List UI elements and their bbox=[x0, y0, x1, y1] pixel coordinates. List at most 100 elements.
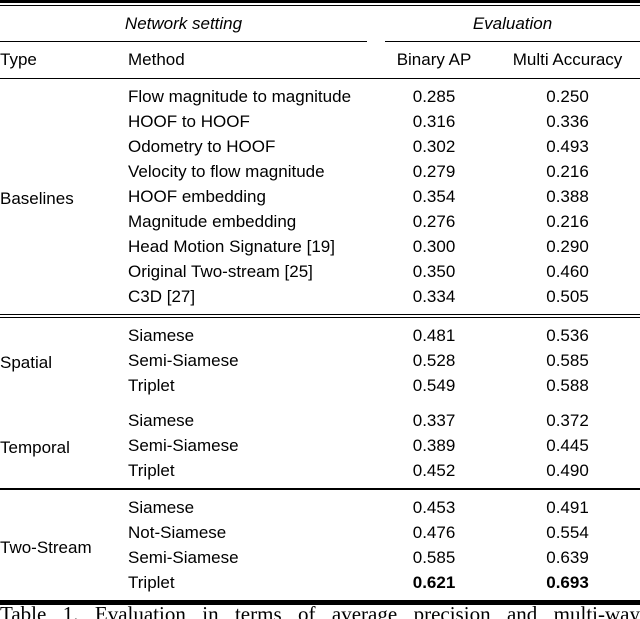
method-cell: Not-Siamese bbox=[128, 522, 227, 542]
column-header-method: Method bbox=[128, 42, 374, 79]
binary-ap-cell: 0.453 bbox=[412, 497, 456, 517]
method-cell: HOOF to HOOF bbox=[128, 111, 250, 131]
method-cell: Triplet bbox=[128, 460, 175, 480]
binary-ap-cell: 0.354 bbox=[412, 186, 456, 206]
multi-accuracy-cell: 0.491 bbox=[546, 497, 589, 517]
column-header-binary-ap: Binary AP bbox=[373, 42, 496, 79]
column-header-multi-accuracy: Multi Accuracy bbox=[495, 42, 640, 79]
type-cell: Spatial bbox=[0, 353, 52, 372]
table-row: Spatial Siamese 0.481 0.536 bbox=[0, 318, 640, 373]
binary-ap-cell: 0.549 bbox=[412, 375, 456, 395]
multi-accuracy-cell: 0.460 bbox=[546, 261, 589, 281]
method-cell: Magnitude embedding bbox=[128, 211, 297, 231]
table-row: Velocity to flow magnitude 0.279 0.216 bbox=[0, 159, 640, 184]
multi-accuracy-cell: 0.493 bbox=[546, 136, 589, 156]
method-cell: C3D [27] bbox=[128, 286, 196, 306]
type-cell: Baselines bbox=[0, 189, 74, 208]
group-header-row: Network setting Evaluation bbox=[0, 6, 640, 42]
binary-ap-cell: 0.585 bbox=[412, 547, 456, 567]
table-row: Original Two-stream [25] 0.350 0.460 bbox=[0, 259, 640, 284]
multi-accuracy-cell: 0.388 bbox=[546, 186, 589, 206]
group-two-stream: Two-Stream Siamese 0.453 0.491 Not-Siamese 0.… bbox=[0, 490, 640, 600]
section-separator-rule bbox=[0, 314, 640, 318]
binary-ap-cell: 0.285 bbox=[412, 86, 456, 106]
type-cell: Temporal bbox=[0, 438, 70, 457]
table-row: Triplet 0.621 0.693 bbox=[0, 570, 640, 600]
group-baselines: Baselines Flow magnitude to magnitude 0.28… bbox=[0, 79, 640, 315]
table-row: Semi-Siamese 0.389 0.445 bbox=[0, 433, 640, 458]
method-cell: Odometry to HOOF bbox=[128, 136, 276, 156]
table-row: Triplet 0.549 0.588 bbox=[0, 373, 640, 403]
table-top-rule bbox=[0, 0, 640, 6]
binary-ap-cell: 0.300 bbox=[412, 236, 456, 256]
binary-ap-cell: 0.302 bbox=[412, 136, 456, 156]
multi-accuracy-cell: 0.445 bbox=[546, 435, 589, 455]
binary-ap-cell: 0.337 bbox=[412, 410, 456, 430]
group-header-evaluation-label: Evaluation bbox=[385, 14, 640, 42]
table-row: C3D [27] 0.334 0.505 bbox=[0, 284, 640, 315]
method-cell: Triplet bbox=[128, 572, 175, 592]
multi-accuracy-cell: 0.336 bbox=[546, 111, 589, 131]
multi-accuracy-cell: 0.490 bbox=[546, 460, 589, 480]
binary-ap-cell: 0.389 bbox=[412, 435, 456, 455]
multi-accuracy-cell: 0.290 bbox=[546, 236, 589, 256]
table-row: Magnitude embedding 0.276 0.216 bbox=[0, 209, 640, 234]
method-cell: Semi-Siamese bbox=[128, 547, 239, 567]
method-cell: Triplet bbox=[128, 375, 175, 395]
multi-accuracy-cell: 0.372 bbox=[546, 410, 589, 430]
table-caption: Table 1. Evaluation in terms of average … bbox=[0, 602, 640, 619]
binary-ap-cell: 0.279 bbox=[412, 161, 456, 181]
multi-accuracy-cell: 0.250 bbox=[546, 86, 589, 106]
method-cell: Siamese bbox=[128, 410, 195, 430]
method-cell: Flow magnitude to magnitude bbox=[128, 86, 352, 106]
group-spatial: Spatial Siamese 0.481 0.536 Semi-Siamese 0.52… bbox=[0, 318, 640, 404]
table-row: Not-Siamese 0.476 0.554 bbox=[0, 520, 640, 545]
table-row: HOOF embedding 0.354 0.388 bbox=[0, 184, 640, 209]
table-header: Network setting Evaluation Type Method B… bbox=[0, 6, 640, 79]
binary-ap-cell: 0.476 bbox=[412, 522, 456, 542]
method-cell: Semi-Siamese bbox=[128, 350, 239, 370]
table-row: Odometry to HOOF 0.302 0.493 bbox=[0, 134, 640, 159]
binary-ap-cell: 0.621 bbox=[412, 572, 456, 592]
binary-ap-cell: 0.334 bbox=[412, 286, 456, 306]
method-cell: Siamese bbox=[128, 325, 195, 345]
table-row: Baselines Flow magnitude to magnitude 0.28… bbox=[0, 79, 640, 209]
group-temporal: Temporal Siamese 0.337 0.372 Semi-Siamese 0.3… bbox=[0, 403, 640, 489]
multi-accuracy-cell: 0.693 bbox=[546, 572, 589, 592]
table-row: Temporal Siamese 0.337 0.372 bbox=[0, 403, 640, 458]
binary-ap-cell: 0.350 bbox=[412, 261, 456, 281]
binary-ap-cell: 0.316 bbox=[412, 111, 456, 131]
column-header-type: Type bbox=[0, 42, 128, 79]
binary-ap-cell: 0.528 bbox=[412, 350, 456, 370]
method-cell: Velocity to flow magnitude bbox=[128, 161, 325, 181]
multi-accuracy-cell: 0.216 bbox=[546, 161, 589, 181]
multi-accuracy-cell: 0.554 bbox=[546, 522, 589, 542]
binary-ap-cell: 0.276 bbox=[412, 211, 456, 231]
multi-accuracy-cell: 0.536 bbox=[546, 325, 589, 345]
table-row: Semi-Siamese 0.585 0.639 bbox=[0, 545, 640, 570]
group-header-evaluation: Evaluation bbox=[373, 6, 640, 42]
table-row: Triplet 0.452 0.490 bbox=[0, 458, 640, 489]
table-row: Semi-Siamese 0.528 0.585 bbox=[0, 348, 640, 373]
type-cell: Two-Stream bbox=[0, 537, 92, 557]
multi-accuracy-cell: 0.505 bbox=[546, 286, 589, 306]
multi-accuracy-cell: 0.216 bbox=[546, 211, 589, 231]
table-row: Two-Stream Siamese 0.453 0.491 bbox=[0, 490, 640, 557]
method-cell: HOOF embedding bbox=[128, 186, 266, 206]
method-cell: Semi-Siamese bbox=[128, 435, 239, 455]
column-header-row: Type Method Binary AP Multi Accuracy bbox=[0, 42, 640, 79]
table-bottom-rule bbox=[0, 600, 640, 605]
binary-ap-cell: 0.452 bbox=[412, 460, 456, 480]
multi-accuracy-cell: 0.639 bbox=[546, 547, 589, 567]
multi-accuracy-cell: 0.585 bbox=[546, 350, 589, 370]
binary-ap-cell: 0.481 bbox=[412, 325, 456, 345]
multi-accuracy-cell: 0.588 bbox=[546, 375, 589, 395]
group-header-network-setting-label: Network setting bbox=[0, 14, 368, 42]
table-row: Head Motion Signature [19] 0.300 0.290 bbox=[0, 234, 640, 259]
results-table: Network setting Evaluation Type Method B… bbox=[0, 6, 640, 600]
method-cell: Head Motion Signature [19] bbox=[128, 236, 335, 256]
method-cell: Siamese bbox=[128, 497, 195, 517]
group-header-network-setting: Network setting bbox=[0, 6, 373, 42]
table-row: HOOF to HOOF 0.316 0.336 bbox=[0, 109, 640, 134]
